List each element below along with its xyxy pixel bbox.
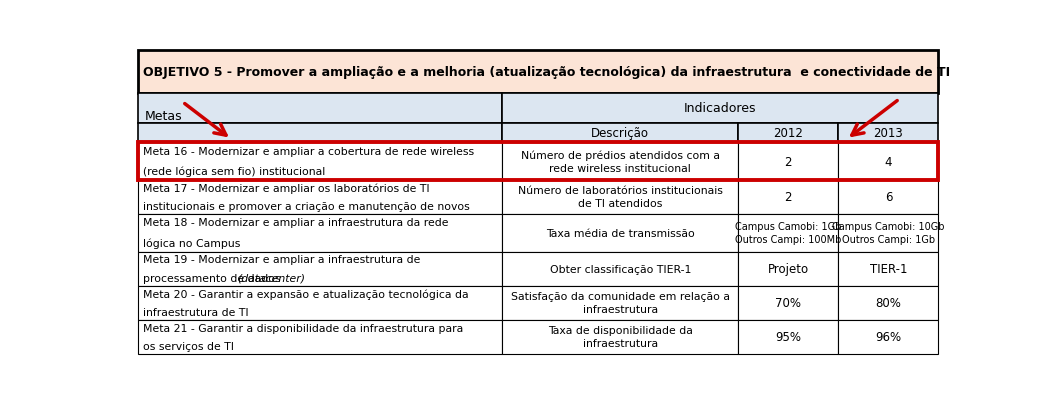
Bar <box>738 180 838 214</box>
Text: Número de laboratórios institucionais
de TI atendidos: Número de laboratórios institucionais de… <box>518 186 722 209</box>
Bar <box>502 320 738 354</box>
Bar <box>838 143 939 180</box>
Text: 96%: 96% <box>876 330 902 344</box>
Text: Campus Camobi: 10Gb
Outros Campi: 1Gb: Campus Camobi: 10Gb Outros Campi: 1Gb <box>833 222 945 244</box>
Bar <box>138 143 939 180</box>
Bar <box>738 123 838 143</box>
Text: Metas: Metas <box>144 109 182 123</box>
Text: 2012: 2012 <box>774 127 803 140</box>
Text: 2: 2 <box>784 155 792 168</box>
Text: processamento de dados: processamento de dados <box>143 273 284 283</box>
Text: Obter classificação TIER-1: Obter classificação TIER-1 <box>549 264 691 274</box>
Bar <box>838 214 939 252</box>
Text: 4: 4 <box>885 155 892 168</box>
Text: Taxa média de transmissão: Taxa média de transmissão <box>546 228 694 238</box>
Bar <box>838 252 939 286</box>
Text: Meta 20 - Garantir a expansão e atualização tecnológica da: Meta 20 - Garantir a expansão e atualiza… <box>143 289 468 299</box>
Bar <box>502 286 738 320</box>
Text: (datacenter): (datacenter) <box>237 273 306 283</box>
Bar <box>138 143 502 180</box>
Text: lógica no Campus: lógica no Campus <box>143 238 240 249</box>
Text: Meta 21 - Garantir a disponibilidade da infraestrutura para: Meta 21 - Garantir a disponibilidade da … <box>143 323 463 333</box>
Text: Indicadores: Indicadores <box>684 102 757 115</box>
Text: Meta 19 - Modernizar e ampliar a infraestrutura de: Meta 19 - Modernizar e ampliar a infraes… <box>143 255 420 265</box>
Text: Projeto: Projeto <box>768 263 808 275</box>
Text: Meta 16 - Modernizar e ampliar a cobertura de rede wireless: Meta 16 - Modernizar e ampliar a cobertu… <box>143 147 474 157</box>
Bar <box>738 143 838 180</box>
Text: 2: 2 <box>784 191 792 204</box>
Bar <box>138 180 502 214</box>
Bar <box>502 214 738 252</box>
Text: Meta 18 - Modernizar e ampliar a infraestrutura da rede: Meta 18 - Modernizar e ampliar a infraes… <box>143 218 448 228</box>
Text: Descrição: Descrição <box>591 127 649 140</box>
Text: TIER-1: TIER-1 <box>869 263 907 275</box>
Text: 80%: 80% <box>876 297 901 309</box>
Text: 2013: 2013 <box>874 127 903 140</box>
Bar <box>138 286 502 320</box>
Text: Satisfação da comunidade em relação a
infraestrutura: Satisfação da comunidade em relação a in… <box>510 292 730 314</box>
Bar <box>502 94 939 123</box>
Text: Campus Camobi: 1Gb
Outros Campi: 100Mb: Campus Camobi: 1Gb Outros Campi: 100Mb <box>735 222 841 244</box>
Bar <box>738 252 838 286</box>
Text: Meta 17 - Modernizar e ampliar os laboratórios de TI: Meta 17 - Modernizar e ampliar os labora… <box>143 183 429 193</box>
Text: institucionais e promover a criação e manutenção de novos: institucionais e promover a criação e ma… <box>143 202 469 211</box>
Bar <box>838 320 939 354</box>
Bar <box>738 320 838 354</box>
Bar <box>502 143 738 180</box>
Bar <box>138 320 502 354</box>
Text: 6: 6 <box>885 191 892 204</box>
Bar <box>502 180 738 214</box>
Text: Número de prédios atendidos com a
rede wireless institucional: Número de prédios atendidos com a rede w… <box>521 150 719 173</box>
Text: 95%: 95% <box>775 330 801 344</box>
Text: (rede lógica sem fio) institucional: (rede lógica sem fio) institucional <box>143 166 324 177</box>
Bar <box>138 51 939 94</box>
Text: os serviços de TI: os serviços de TI <box>143 341 234 351</box>
Bar <box>502 123 738 143</box>
Text: infraestrutura de TI: infraestrutura de TI <box>143 307 248 317</box>
Bar <box>838 123 939 143</box>
Bar <box>738 286 838 320</box>
Bar <box>138 252 502 286</box>
Bar <box>838 286 939 320</box>
Text: OBJETIVO 5 - Promover a ampliação e a melhoria (atualização tecnológica) da infr: OBJETIVO 5 - Promover a ampliação e a me… <box>144 66 950 79</box>
Text: 70%: 70% <box>775 297 801 309</box>
Bar <box>838 180 939 214</box>
Bar <box>138 94 502 123</box>
Bar <box>138 123 502 143</box>
Bar <box>502 252 738 286</box>
Text: Taxa de disponibilidade da
infraestrutura: Taxa de disponibilidade da infraestrutur… <box>548 325 693 349</box>
Bar <box>138 214 502 252</box>
Bar <box>738 214 838 252</box>
